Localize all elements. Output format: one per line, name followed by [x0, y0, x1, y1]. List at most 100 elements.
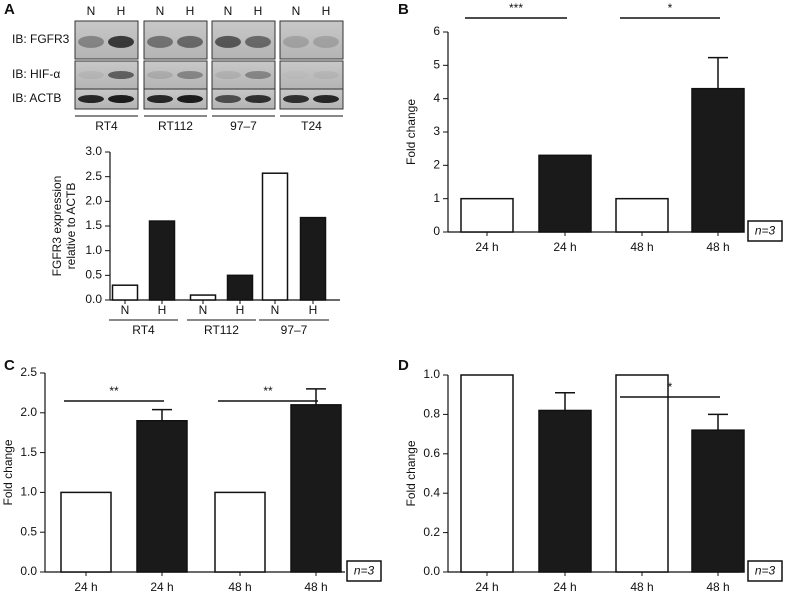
y-axis-label: Fold change [404, 99, 418, 165]
blot-band [108, 35, 134, 48]
y-tick-label: 3.0 [85, 144, 102, 158]
y-tick-label: 1 [433, 191, 440, 205]
group-label: RT112 [204, 323, 239, 337]
annotation-box [747, 220, 783, 242]
blot-image [279, 88, 344, 110]
annotation: n=3 [755, 224, 776, 238]
y-tick-label: 1.5 [20, 445, 37, 459]
y-tick-label: 0.4 [423, 485, 440, 499]
y-tick-label: 0.2 [423, 525, 440, 539]
y-tick-label: 2 [433, 158, 440, 172]
lane-label: N [87, 4, 96, 18]
bar [290, 404, 342, 573]
x-tick-label: 48 h [706, 580, 729, 594]
x-tick-label: 24 h [553, 580, 576, 594]
x-tick-label: N [271, 303, 280, 317]
x-tick-label: N [199, 303, 208, 317]
x-tick-label: 24 h [553, 240, 576, 254]
blot-image [279, 20, 344, 60]
y-axis-label: Fold change [1, 439, 15, 505]
blot-band [283, 71, 309, 79]
x-tick-label: N [121, 303, 130, 317]
blot-image [143, 20, 208, 60]
row-label: IB: FGFR3 [12, 32, 70, 46]
y-axis-label: FGFR3 expression [50, 176, 64, 277]
y-tick-label: 1.0 [85, 243, 102, 257]
blot-band [108, 95, 134, 103]
y-tick-label: 5 [433, 58, 440, 72]
significance-label: * [668, 380, 673, 394]
blot-band [215, 35, 241, 48]
blot-band [177, 71, 203, 79]
y-tick-label: 1.0 [423, 367, 440, 381]
bar [60, 491, 112, 573]
blot-band [108, 71, 134, 79]
bar [299, 216, 327, 301]
blot-band [147, 95, 173, 103]
cell-line-label: T24 [301, 119, 322, 133]
bar [214, 491, 266, 573]
x-tick-label: 24 h [150, 580, 173, 594]
blot-band [177, 95, 203, 103]
y-tick-label: 2.0 [85, 194, 102, 208]
bar [615, 197, 669, 233]
y-axis-label: relative to ACTB [64, 183, 78, 270]
y-tick-label: 0.0 [85, 292, 102, 306]
panel-label: C [4, 357, 15, 374]
annotation-box [747, 560, 783, 582]
y-tick-label: 6 [433, 24, 440, 38]
row-label: IB: ACTB [12, 91, 61, 105]
blot-image [211, 88, 276, 110]
lane-label: N [292, 4, 301, 18]
blot-band [313, 35, 339, 48]
x-tick-label: 48 h [630, 580, 653, 594]
y-tick-label: 1.5 [85, 218, 102, 232]
significance-label: * [668, 1, 673, 15]
blot-band [245, 95, 271, 103]
x-tick-label: 24 h [475, 240, 498, 254]
bar [261, 172, 289, 301]
significance-label: *** [509, 1, 523, 15]
x-tick-label: H [158, 303, 167, 317]
lane-label: H [322, 4, 331, 18]
bar [538, 409, 592, 573]
x-tick-label: 48 h [304, 580, 327, 594]
lane-label: H [254, 4, 263, 18]
y-axis-label: Fold change [404, 440, 418, 506]
x-tick-label: 48 h [630, 240, 653, 254]
bar [460, 374, 514, 573]
significance-label: ** [263, 384, 273, 398]
cell-line-label: RT112 [158, 119, 193, 133]
blot-band [177, 35, 203, 48]
group-label: 97–7 [281, 323, 308, 337]
y-tick-label: 0.0 [20, 564, 37, 578]
group-label: RT4 [132, 323, 155, 337]
annotation: n=3 [755, 564, 776, 578]
y-tick-label: 4 [433, 91, 440, 105]
blot-band [283, 95, 309, 103]
blot-image [143, 60, 208, 90]
blot-image [74, 88, 139, 110]
y-tick-label: 2.0 [20, 405, 37, 419]
cell-line-label: RT4 [95, 119, 118, 133]
blot-band [78, 35, 104, 48]
y-tick-label: 1.0 [20, 485, 37, 499]
y-tick-label: 0.8 [423, 407, 440, 421]
bar [460, 197, 514, 233]
blot-band [245, 35, 271, 48]
x-tick-label: 48 h [706, 240, 729, 254]
annotation-box [346, 560, 382, 582]
panel-label: B [398, 1, 409, 18]
bar [226, 274, 254, 301]
blot-band [78, 95, 104, 103]
y-tick-label: 3 [433, 124, 440, 138]
bar [189, 294, 217, 301]
bar [615, 374, 669, 573]
x-tick-label: H [309, 303, 318, 317]
x-tick-label: 24 h [475, 580, 498, 594]
y-tick-label: 0.5 [85, 268, 102, 282]
panel-label: A [4, 1, 15, 18]
x-tick-label: 24 h [74, 580, 97, 594]
bar [691, 429, 745, 573]
